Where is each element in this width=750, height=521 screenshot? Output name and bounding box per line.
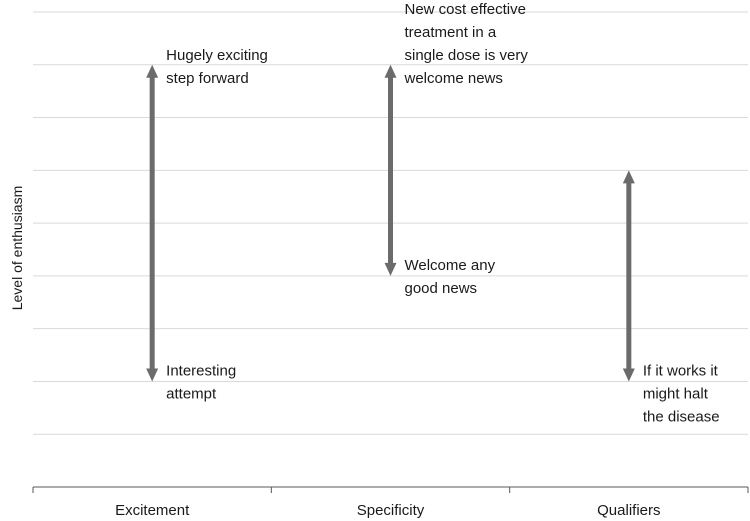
x-tick-labels: Excitement Specificity Qualifiers [115,502,660,519]
range-arrow-head-low [146,368,159,382]
x-tick-label: Qualifiers [597,502,660,519]
range-arrow-head-low [384,262,397,276]
range-label-high: New cost effective treatment in a single d… [404,1,529,87]
x-tick-label: Specificity [357,502,425,519]
range-label-high: Hugely exciting step forward [166,47,268,87]
range-arrow [146,64,159,382]
range-arrow-head-high [146,64,159,78]
y-axis-label: Level of enthusiasm [9,186,25,311]
range-arrow-head-low [622,368,635,382]
range-label-low: Welcome any good news [405,257,496,297]
range-labels: Hugely exciting step forward Interesting at… [166,1,719,426]
range-label-low: If it works it might halt the disease [643,362,720,425]
x-tick-label: Excitement [115,502,190,519]
x-axis [32,486,749,493]
range-arrow-head-high [622,170,635,184]
range-arrows [146,64,635,382]
range-arrow [384,64,397,276]
range-label-low: Interesting attempt [166,362,236,402]
range-arrow-head-high [384,64,397,78]
range-arrow [622,170,635,382]
